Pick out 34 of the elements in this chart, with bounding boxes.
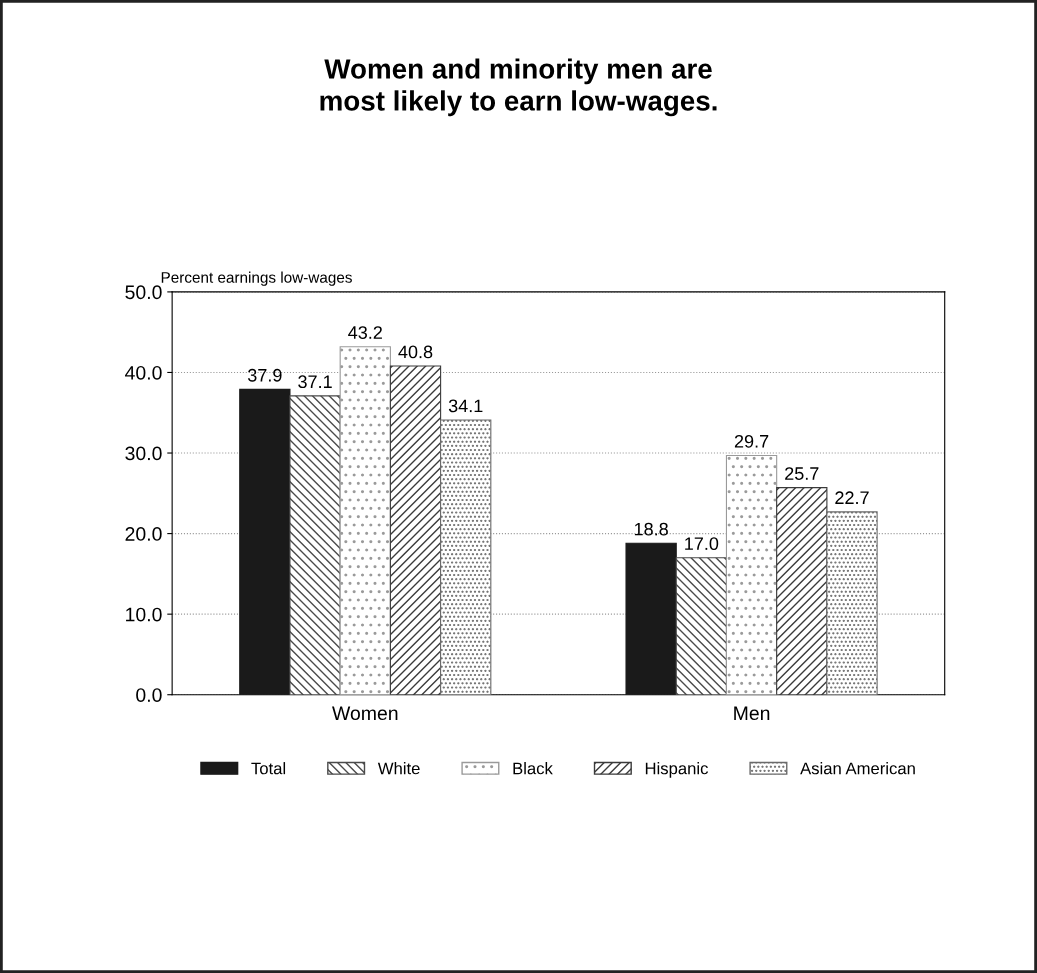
data-label: 43.2 — [348, 326, 382, 339]
legend-label: Total — [251, 762, 286, 775]
data-label: 40.8 — [398, 345, 433, 359]
legend-label: Black — [513, 762, 553, 775]
y-tick-label: 0.0 — [136, 688, 162, 702]
y-tick-label: 10.0 — [126, 607, 162, 622]
chart-title: Women and minority men are most likely to earn low-wages. — [320, 58, 717, 117]
bar — [239, 388, 291, 695]
x-tick-label: Men — [734, 706, 770, 721]
x-tick-label: Women — [332, 706, 398, 721]
bar — [826, 511, 878, 695]
data-label: 22.7 — [835, 491, 869, 504]
data-label: 18.8 — [634, 522, 668, 536]
bar — [389, 365, 442, 695]
legend-label: Hispanic — [645, 762, 708, 778]
legend-label: White — [377, 762, 420, 775]
y-tick-label: 20.0 — [125, 527, 162, 541]
data-label: 34.1 — [448, 399, 483, 413]
data-label: 29.7 — [734, 434, 769, 448]
legend-label: Asian American — [800, 762, 915, 775]
data-label: 17.0 — [685, 537, 719, 551]
data-label: 37.1 — [298, 375, 332, 389]
bar — [675, 557, 728, 695]
y-tick-label: 40.0 — [125, 365, 162, 380]
bar — [440, 419, 492, 695]
bar — [339, 346, 391, 695]
bar — [289, 395, 341, 695]
bar — [625, 542, 677, 695]
bar — [776, 487, 828, 695]
data-label: 25.7 — [785, 467, 819, 480]
y-axis-title: Percent earnings low-wages — [161, 271, 352, 286]
data-label: 37.9 — [247, 368, 282, 382]
y-tick-label: 50.0 — [125, 285, 162, 300]
y-tick-label: 30.0 — [125, 446, 162, 461]
